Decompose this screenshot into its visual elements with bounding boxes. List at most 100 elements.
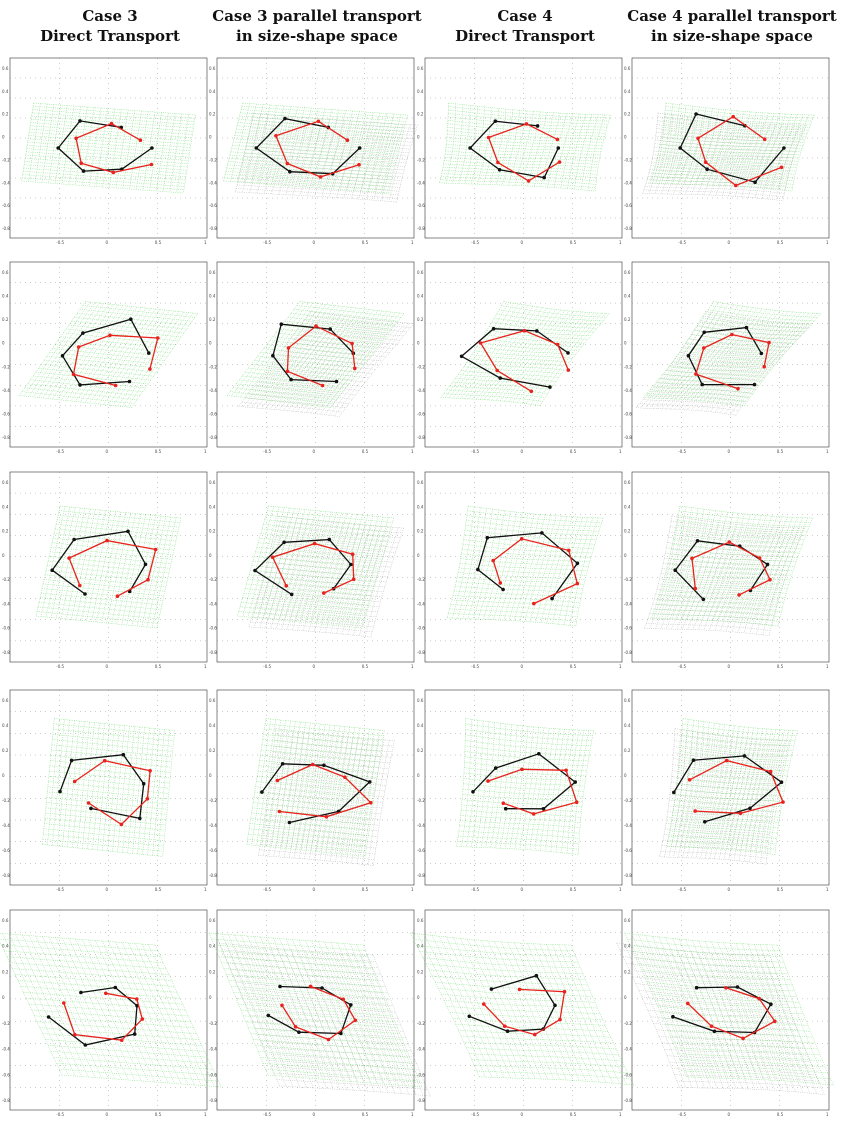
y-tick-label: 0.2 [624,529,631,534]
y-tick-label: 0.2 [2,748,9,753]
panel-r4-c4: -0.5 0 0.5 1 0.6 0.4 0.2 0 -0.2 -0.4 -0.6 -0.8 [624,689,830,892]
y-tick-label: 0.2 [624,112,631,117]
y-tick-label: 0 [417,995,420,1000]
y-tick-label: 0.2 [624,748,631,753]
column-title-case3-direct: Case 3 Direct Transport [5,6,215,46]
x-tick-label: -0.5 [56,240,64,245]
x-tick-label: -0.5 [56,1112,64,1117]
y-tick-label: 0.2 [2,969,9,974]
x-tick-label: 0.5 [570,240,577,245]
y-tick-label: 0.6 [209,918,216,923]
x-tick-label: 1 [411,664,414,669]
y-tick-label: 0.4 [209,944,216,949]
target-shape [486,767,579,816]
y-tick-label: 0.2 [209,317,216,322]
x-tick-label: 1 [204,664,207,669]
y-tick-label: -0.2 [624,577,632,582]
y-tick-label: -0.4 [209,180,217,185]
y-tick-label: 0.4 [417,504,424,509]
y-tick-label: -0.4 [209,1047,217,1052]
y-tick-label: -0.4 [2,601,10,606]
panel-r1-c4: -0.5 0 0.5 1 0.6 0.4 0.2 0 -0.2 -0.4 -0.6 -0.8 [624,57,830,245]
y-tick-label: 0 [209,135,212,140]
target-shape [270,541,356,595]
x-tick-label: 0.5 [777,240,784,245]
y-tick-label: 0.6 [2,270,9,275]
panel-r4-c2: -0.5 0 0.5 1 0.6 0.4 0.2 0 -0.2 -0.4 -0.6 -0.8 [209,689,415,892]
x-tick-label: 0.5 [570,887,577,892]
y-tick-label: -0.2 [624,1021,632,1026]
y-tick-label: 0.4 [417,294,424,299]
y-tick-label: 0.2 [209,112,216,117]
x-tick-label: 0.5 [777,449,784,454]
y-tick-label: 0.4 [209,723,216,728]
x-tick-label: -0.5 [471,1112,479,1117]
target-shape [687,758,785,816]
column-headers: Case 3 Direct Transport Case 3 parallel … [0,6,843,54]
target-shape [280,984,358,1042]
deformed-grid [456,718,594,855]
x-tick-label: -0.5 [56,664,64,669]
y-tick-label: 0 [417,341,420,346]
x-tick-label: 0.5 [777,1112,784,1117]
y-tick-label: 0 [2,995,5,1000]
y-tick-label: -0.2 [624,364,632,369]
x-tick-label: 0.5 [362,1112,369,1117]
x-tick-label: 1 [204,1112,207,1117]
y-tick-label: 0 [209,341,212,346]
y-tick-label: -0.6 [417,1072,425,1077]
y-tick-label: 0.4 [2,504,9,509]
x-tick-label: 0 [728,240,731,245]
y-tick-label: 0.6 [209,698,216,703]
y-tick-label: -0.2 [417,577,425,582]
y-tick-label: 0 [2,773,5,778]
y-tick-label: -0.4 [209,601,217,606]
x-tick-label: 0 [313,887,316,892]
reference-grid [234,112,418,203]
y-tick-label: -0.8 [209,873,217,878]
y-tick-label: 0.2 [2,112,9,117]
panel-r3-c1: -0.5 0 0.5 1 0.6 0.4 0.2 0 -0.2 -0.4 -0.6 -0.8 [2,471,208,669]
y-tick-label: 0.6 [624,918,631,923]
x-tick-label: 1 [826,1112,829,1117]
source-shape [471,752,577,811]
x-tick-label: -0.5 [263,887,271,892]
y-tick-label: 0.2 [417,112,424,117]
deformed-grid [440,301,610,406]
y-tick-label: 0.2 [209,969,216,974]
y-tick-label: -0.6 [2,411,10,416]
reference-grid [218,942,431,1097]
x-tick-label: 0 [521,240,524,245]
x-tick-label: 1 [826,449,829,454]
x-tick-label: -0.5 [471,664,479,669]
y-tick-label: -0.2 [209,577,217,582]
y-tick-label: -0.8 [417,435,425,440]
y-tick-label: -0.8 [417,650,425,655]
x-tick-label: 1 [826,240,829,245]
panel-r4-c1: -0.5 0 0.5 1 0.6 0.4 0.2 0 -0.2 -0.4 -0.6 -0.8 [2,689,208,892]
y-tick-label: 0.4 [417,89,424,94]
y-tick-label: 0.6 [209,270,216,275]
x-tick-label: -0.5 [471,240,479,245]
tick-labels: -0.5 0 0.5 1 0.6 0.4 0.2 0 -0.2 -0.4 -0.6 -0.8 [417,698,622,892]
x-tick-label: 0 [106,664,109,669]
y-tick-label: -0.4 [2,388,10,393]
dotted-guides [632,262,829,447]
y-tick-label: -0.8 [2,650,10,655]
x-tick-label: 0 [521,449,524,454]
y-tick-label: 0.4 [209,89,216,94]
x-tick-label: -0.5 [56,887,64,892]
x-tick-label: -0.5 [56,449,64,454]
y-tick-label: -0.6 [417,411,425,416]
y-tick-label: -0.2 [624,157,632,162]
y-tick-label: -0.2 [624,798,632,803]
tick-labels: -0.5 0 0.5 1 0.6 0.4 0.2 0 -0.2 -0.4 -0.6 -0.8 [624,918,829,1117]
y-tick-label: 0 [417,553,420,558]
y-tick-label: -0.6 [624,411,632,416]
y-tick-label: 0 [417,135,420,140]
x-tick-label: 1 [204,449,207,454]
y-tick-label: -0.8 [417,226,425,231]
x-tick-label: 1 [826,664,829,669]
x-tick-label: 1 [204,887,207,892]
y-tick-label: 0 [624,995,627,1000]
